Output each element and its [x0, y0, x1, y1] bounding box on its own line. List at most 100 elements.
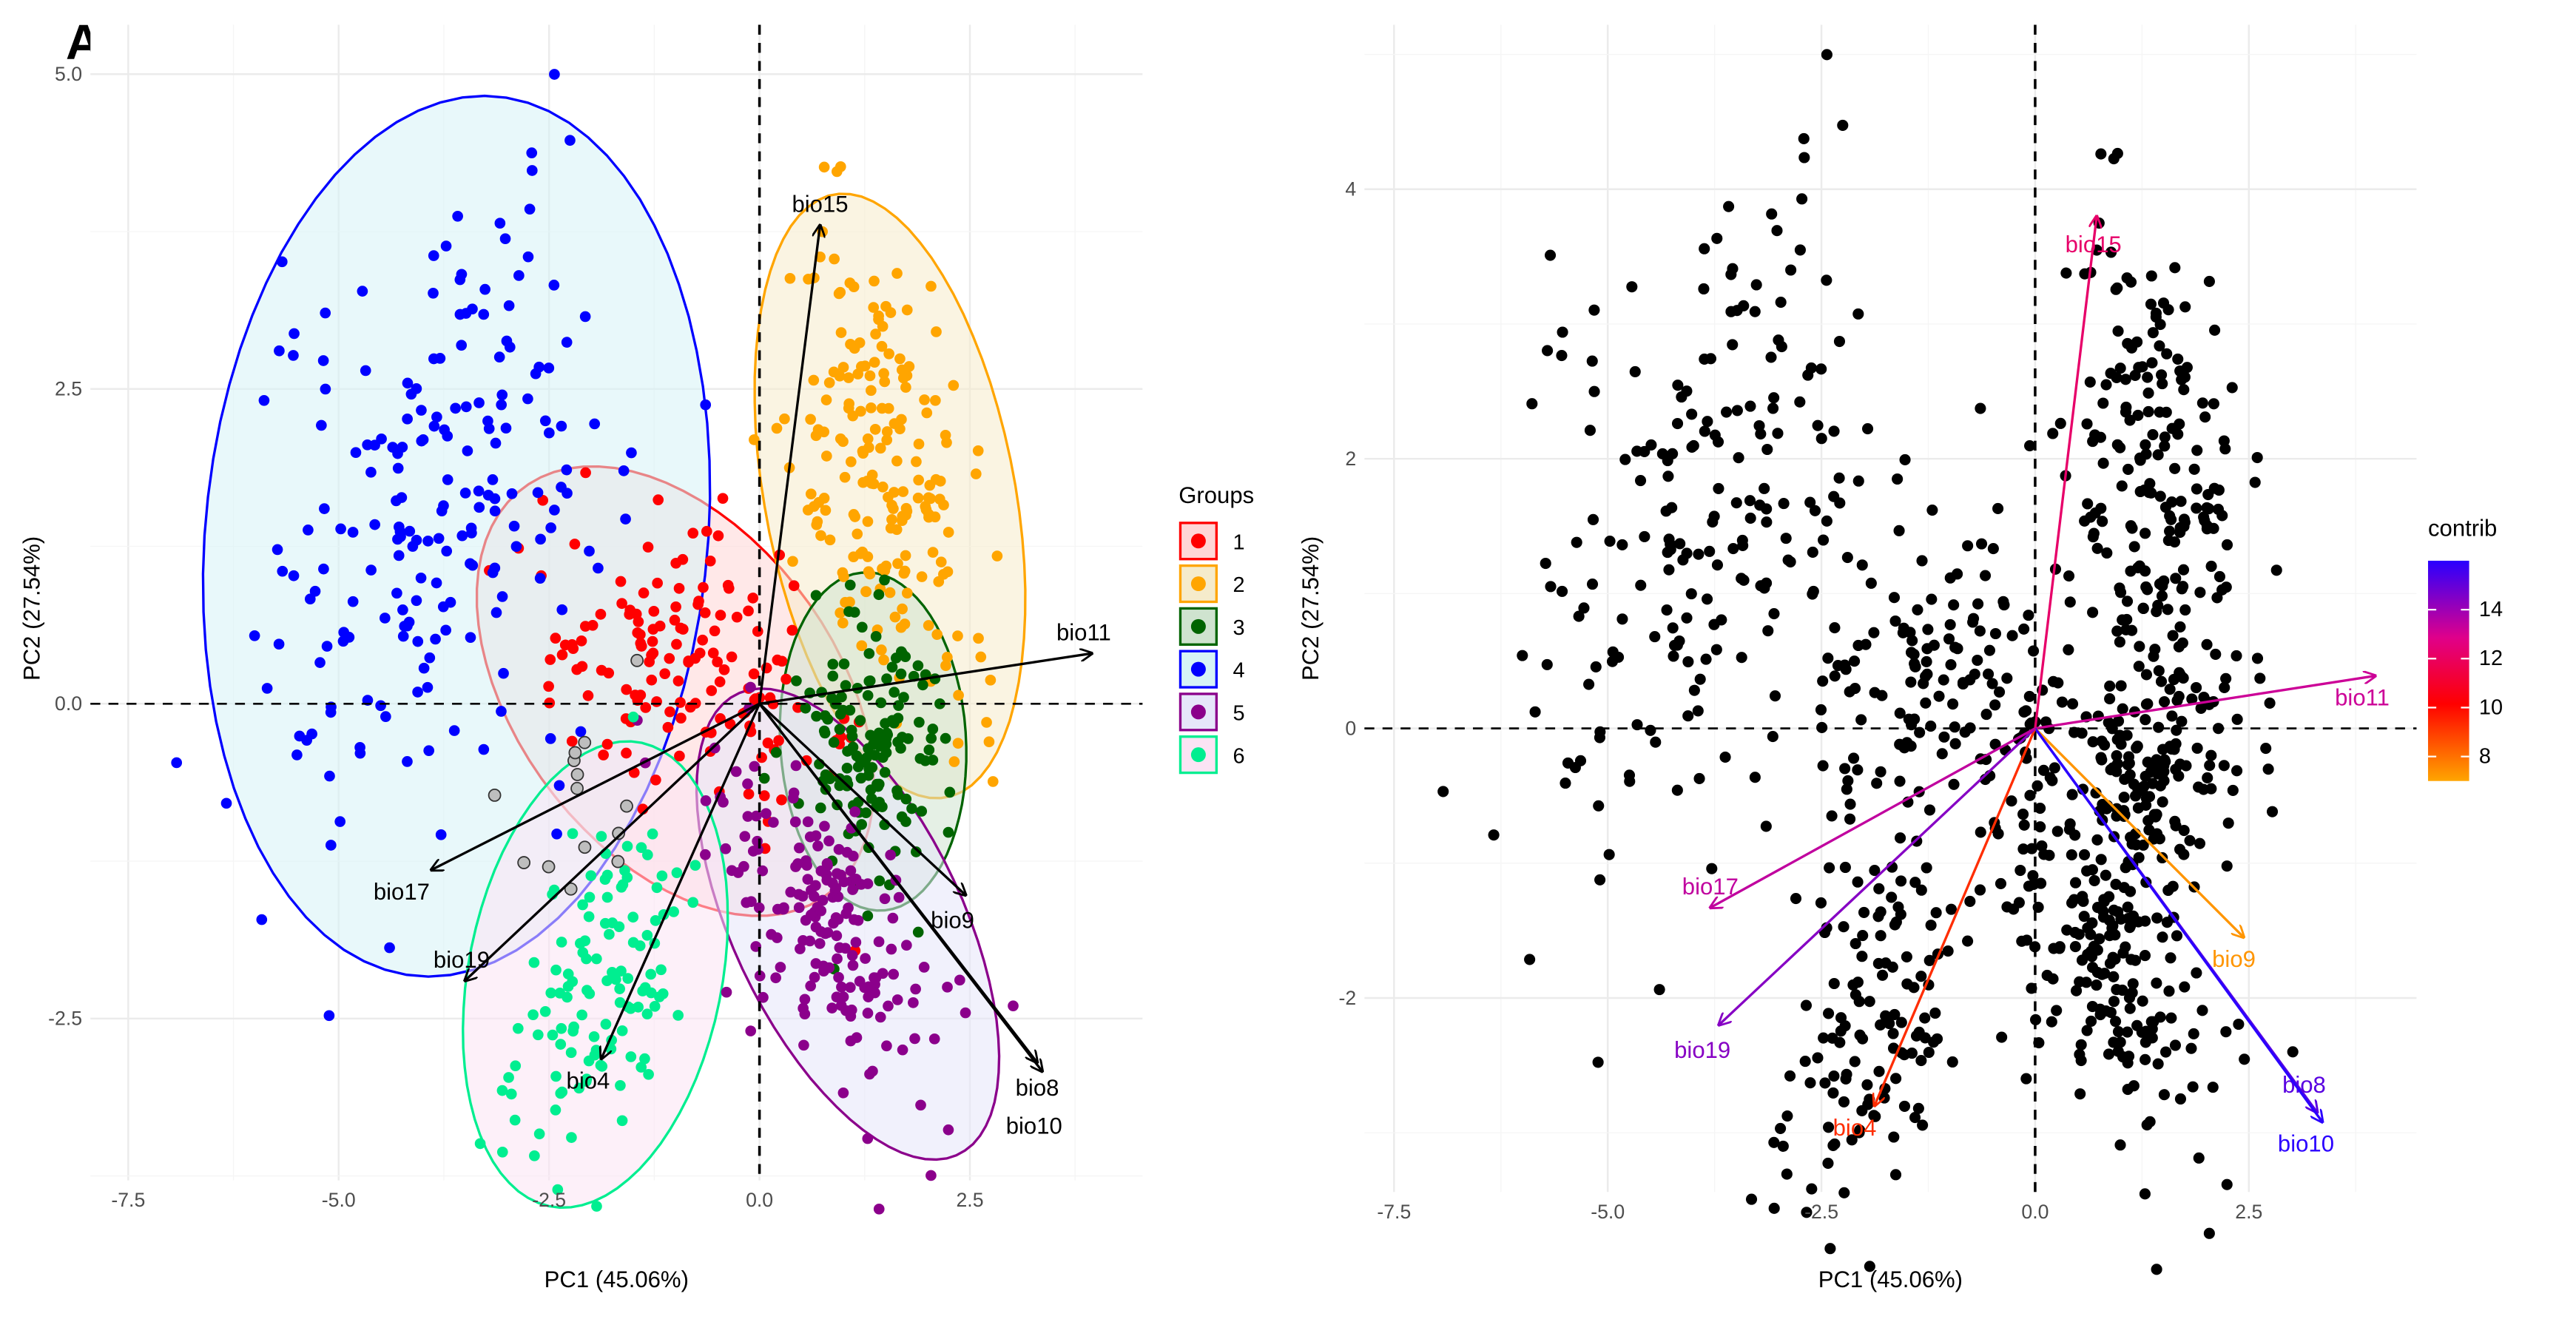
- data-point: [591, 953, 602, 965]
- data-point: [522, 393, 533, 405]
- data-point: [931, 326, 942, 337]
- data-point: [973, 633, 984, 644]
- data-point: [1884, 1017, 1895, 1030]
- data-point: [659, 668, 671, 680]
- data-point: [844, 277, 856, 289]
- legend-label-group-1: 1: [1233, 530, 1245, 554]
- data-point: [448, 725, 460, 736]
- data-point: [1979, 570, 1992, 581]
- data-point: [1909, 713, 1921, 725]
- data-point: [2174, 1093, 2186, 1105]
- data-point: [452, 210, 463, 222]
- data-point: [2087, 436, 2099, 448]
- data-point: [2125, 886, 2137, 897]
- data-point: [1926, 593, 1938, 605]
- colorbar-tick-label: 14: [2479, 598, 2503, 621]
- data-point: [2115, 913, 2127, 925]
- data-point: [2111, 147, 2123, 160]
- data-point: [1794, 244, 1806, 256]
- data-point: [1571, 536, 1582, 548]
- data-point: [1928, 1036, 1940, 1048]
- data-point: [809, 891, 820, 902]
- data-point: [723, 582, 735, 594]
- data-point: [549, 505, 560, 516]
- data-point: [2176, 715, 2188, 727]
- data-point: [870, 972, 882, 984]
- data-point: [1921, 655, 1932, 668]
- data-point: [798, 1002, 809, 1014]
- data-point: [944, 786, 956, 798]
- data-point: [2073, 928, 2085, 940]
- data-point: [909, 1033, 920, 1045]
- data-point: [1865, 577, 1877, 589]
- data-point: [712, 656, 723, 668]
- data-point: [2173, 690, 2185, 702]
- data-point: [2091, 542, 2103, 554]
- data-point: [376, 434, 387, 445]
- group-5-ellipse: [695, 687, 1001, 1161]
- data-point: [550, 1105, 562, 1116]
- data-point: [704, 555, 716, 567]
- data-point: [886, 513, 897, 525]
- data-point: [2233, 1018, 2245, 1031]
- data-point: [1798, 152, 1810, 163]
- data-point: [912, 660, 924, 672]
- data-point: [1945, 903, 1958, 915]
- data-point: [564, 882, 578, 896]
- data-point: [450, 402, 462, 414]
- data-point: [1744, 400, 1756, 412]
- data-point: [1983, 668, 1995, 680]
- data-point: [2191, 742, 2203, 754]
- data-point: [1768, 392, 1780, 404]
- data-point: [2107, 920, 2119, 931]
- data-point: [320, 383, 331, 395]
- data-point: [827, 658, 839, 670]
- data-point: [435, 829, 447, 840]
- data-point: [2137, 602, 2149, 615]
- data-point: [567, 976, 579, 988]
- data-point: [627, 711, 639, 723]
- data-point: [1821, 515, 1832, 527]
- data-point: [2221, 860, 2233, 872]
- data-point: [1923, 954, 1935, 966]
- data-point: [2097, 397, 2109, 409]
- data-point: [2105, 763, 2117, 776]
- data-point: [647, 635, 658, 647]
- data-point: [1750, 279, 1762, 291]
- data-point: [460, 401, 472, 413]
- data-point: [2213, 570, 2225, 583]
- data-point: [1852, 764, 1864, 776]
- data-point: [2139, 950, 2151, 962]
- data-point: [411, 382, 422, 394]
- data-point: [952, 738, 964, 749]
- data-point: [981, 717, 992, 728]
- data-point: [901, 304, 913, 316]
- data-point: [863, 675, 875, 687]
- data-point: [2218, 435, 2230, 447]
- data-point: [317, 355, 329, 366]
- data-point: [614, 996, 626, 1008]
- data-point: [1671, 417, 1684, 430]
- data-point: [1760, 820, 1772, 832]
- data-point: [899, 565, 911, 577]
- data-point: [2166, 710, 2178, 722]
- data-point: [620, 799, 633, 813]
- data-point: [2124, 769, 2136, 780]
- data-point: [402, 756, 413, 767]
- data-point: [1767, 402, 1779, 414]
- data-point: [526, 147, 538, 158]
- panel-a: A bio15bio11bio9bio8bio10bio4bio19bio17 …: [18, 16, 1254, 1292]
- data-point: [2110, 283, 2122, 295]
- data-point: [1727, 542, 1739, 555]
- data-point: [1947, 698, 1959, 710]
- data-point: [459, 488, 471, 499]
- data-point: [496, 591, 508, 602]
- data-point: [903, 361, 915, 372]
- data-point: [802, 874, 814, 885]
- data-point: [619, 865, 630, 877]
- data-point: [499, 233, 511, 245]
- data-point: [1824, 862, 1835, 874]
- panel-a-x-axis-label: PC1 (45.06%): [544, 1267, 689, 1292]
- data-point: [1827, 1032, 1838, 1044]
- data-point: [953, 689, 964, 701]
